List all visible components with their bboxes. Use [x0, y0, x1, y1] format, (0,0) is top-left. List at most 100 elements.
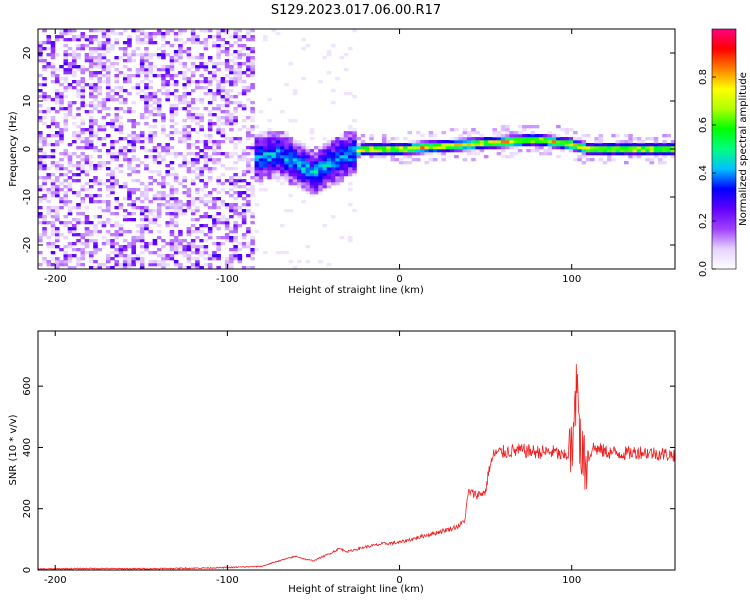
heatmap-cell	[534, 134, 540, 138]
heatmap-cell	[190, 29, 196, 33]
heatmap-cell	[135, 35, 141, 39]
heatmap-cell	[466, 152, 472, 156]
heatmap-cell	[105, 179, 111, 183]
heatmap-cell	[139, 38, 145, 42]
heatmap-cell	[71, 227, 77, 231]
heatmap-cell	[59, 164, 64, 168]
heatmap-cell	[288, 194, 294, 198]
heatmap-cell	[182, 239, 187, 243]
heatmap-cell	[224, 260, 230, 264]
heatmap-cell	[284, 161, 289, 165]
heatmap-cell	[216, 116, 221, 120]
heatmap-cell	[224, 41, 230, 45]
heatmap-cell	[500, 128, 506, 132]
heatmap-cell	[67, 257, 73, 261]
heatmap-cell	[220, 164, 226, 168]
heatmap-cell	[250, 185, 255, 189]
heatmap-cell	[292, 152, 298, 156]
heatmap-cell	[220, 50, 226, 54]
heatmap-cell	[67, 53, 73, 57]
heatmap-cell	[602, 146, 608, 150]
heatmap-cell	[38, 146, 43, 150]
heatmap-cell	[314, 179, 319, 183]
heatmap-cell	[101, 128, 107, 132]
heatmap-cell	[437, 152, 442, 156]
heatmap-cell	[101, 221, 107, 225]
heatmap-cell	[339, 161, 345, 165]
heatmap-cell	[199, 266, 204, 269]
heatmap-cell	[229, 128, 234, 132]
heatmap-cell	[585, 143, 591, 147]
heatmap-cell	[598, 149, 604, 153]
heatmap-cell	[169, 257, 175, 261]
heatmap-cell	[195, 230, 200, 234]
heatmap-cell	[466, 134, 472, 138]
colorbar-label: Normalized spectral amplitude	[738, 72, 749, 226]
heatmap-cell	[122, 65, 128, 69]
heatmap-cell	[93, 74, 98, 78]
heatmap-cell	[220, 44, 226, 48]
heatmap-cell	[271, 170, 277, 174]
heatmap-cell	[54, 236, 60, 240]
heatmap-cell	[42, 164, 47, 168]
heatmap-cell	[305, 152, 311, 156]
heatmap-cell	[156, 212, 162, 216]
heatmap-cell	[241, 197, 247, 201]
heatmap-cell	[76, 95, 81, 99]
heatmap-cell	[318, 191, 323, 195]
heatmap-cell	[144, 92, 149, 96]
heatmap-cell	[42, 137, 47, 141]
heatmap-cell	[390, 158, 396, 162]
heatmap-cell	[173, 197, 179, 201]
heatmap-cell	[415, 149, 421, 153]
heatmap-cell	[105, 161, 111, 165]
heatmap-cell	[76, 173, 81, 177]
heatmap-cell	[335, 176, 340, 180]
heatmap-cell	[59, 182, 64, 186]
heatmap-cell	[216, 197, 221, 201]
heatmap-cell	[237, 56, 243, 60]
heatmap-cell	[80, 92, 86, 96]
heatmap-cell	[93, 227, 98, 231]
heatmap-cell	[156, 182, 162, 186]
heatmap-cell	[186, 194, 192, 198]
heatmap-cell	[250, 134, 255, 138]
heatmap-cell	[581, 146, 587, 150]
heatmap-cell	[297, 167, 302, 171]
heatmap-cell	[156, 203, 162, 207]
heatmap-cell	[428, 143, 434, 147]
heatmap-cell	[131, 188, 136, 192]
heatmap-cell	[169, 146, 175, 150]
heatmap-cell	[152, 251, 158, 255]
heatmap-cell	[301, 182, 306, 186]
heatmap-cell	[199, 29, 204, 33]
heatmap-cell	[658, 152, 663, 156]
heatmap-cell	[169, 254, 175, 258]
heatmap-cell	[199, 245, 204, 249]
heatmap-cell	[207, 230, 213, 234]
heatmap-cell	[241, 221, 247, 225]
heatmap-cell	[543, 152, 548, 156]
colorbar-tick-label: 0.0	[698, 261, 709, 277]
heatmap-cell	[246, 59, 251, 63]
heatmap-cell	[305, 146, 311, 150]
heatmap-cell	[169, 239, 175, 243]
heatmap-cell	[284, 155, 289, 159]
heatmap-cell	[97, 56, 102, 60]
heatmap-cell	[84, 245, 90, 249]
heatmap-cell	[122, 80, 128, 84]
heatmap-cell	[105, 107, 111, 111]
heatmap-cell	[284, 167, 289, 171]
heatmap-cell	[509, 152, 514, 156]
heatmap-cell	[88, 116, 94, 120]
heatmap-cell	[178, 242, 183, 246]
heatmap-cell	[139, 227, 145, 231]
heatmap-cell	[280, 146, 285, 150]
x-tick-label: -200	[44, 575, 67, 586]
heatmap-cell	[348, 167, 353, 171]
heatmap-cell	[122, 146, 128, 150]
heatmap-cell	[156, 146, 162, 150]
heatmap-cell	[288, 161, 294, 165]
heatmap-cell	[615, 152, 621, 156]
heatmap-cell	[318, 185, 323, 189]
